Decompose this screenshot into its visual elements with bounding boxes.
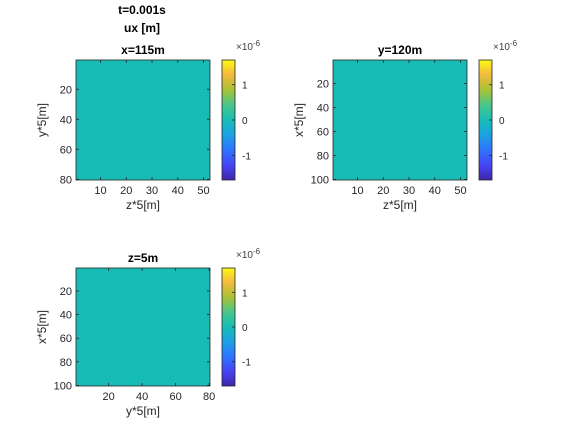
x-tick-label: 50 — [454, 185, 466, 197]
heatmap-field — [76, 60, 210, 180]
y-tick-label: 20 — [60, 84, 72, 96]
heatmap-field — [76, 268, 210, 386]
y-tick-label: 80 — [60, 174, 72, 186]
colorbar-gradient — [222, 60, 235, 180]
y-tick-label: 40 — [60, 310, 72, 322]
y-tick-label: 100 — [311, 174, 329, 186]
x-tick-label: 80 — [203, 391, 215, 403]
colorbar-exponent: ×10-6 — [236, 39, 261, 53]
x-tick-label: 10 — [94, 185, 106, 197]
x-axis-label: z*5[m] — [383, 198, 417, 212]
subplot-title: x=115m — [121, 43, 165, 57]
y-tick-label: 80 — [317, 150, 329, 162]
subplot-1: x=115m 10 20 30 40 50 20 40 60 80 z*5[m] y*5[m] -1 0 1… — [35, 39, 261, 212]
colorbar-tick-label: 1 — [499, 81, 505, 92]
x-tick-label: 20 — [120, 185, 132, 197]
colorbar-exponent-base: ×10 — [493, 42, 510, 53]
figure-title-line-1: t=0.001s — [118, 3, 166, 17]
colorbar-exponent: ×10-6 — [236, 247, 261, 261]
x-tick-label: 40 — [429, 185, 441, 197]
colorbar-tick-label: -1 — [499, 151, 508, 162]
y-tick-label: 60 — [60, 333, 72, 345]
x-tick-label: 30 — [403, 185, 415, 197]
figure-title-line-2: ux [m] — [124, 21, 160, 35]
x-tick-label: 40 — [172, 185, 184, 197]
y-axis-label: x*5[m] — [35, 310, 49, 344]
y-tick-label: 20 — [317, 78, 329, 90]
axes-box — [332, 59, 468, 181]
colorbar-exponent-power: -6 — [253, 247, 261, 256]
x-axis-label: z*5[m] — [126, 198, 160, 212]
colorbar-tick-label: -1 — [242, 151, 251, 162]
colorbar-exponent-base: ×10 — [236, 42, 253, 53]
x-tick-label: 50 — [197, 185, 209, 197]
colorbar-gradient — [479, 60, 492, 180]
x-tick-label: 20 — [103, 391, 115, 403]
x-tick-label: 40 — [136, 391, 148, 403]
x-tick-label: 60 — [170, 391, 182, 403]
colorbar-exponent-base: ×10 — [236, 250, 253, 261]
y-axis-label: y*5[m] — [35, 103, 49, 137]
colorbar: -1 0 1 ×10-6 — [221, 39, 261, 181]
colorbar-gradient — [222, 268, 235, 386]
x-tick-label: 10 — [351, 185, 363, 197]
colorbar-tick-label: 0 — [242, 116, 248, 127]
x-axis-label: y*5[m] — [126, 404, 160, 418]
y-tick-label: 20 — [60, 286, 72, 298]
axes-box — [75, 59, 211, 181]
x-tick-label: 30 — [146, 185, 158, 197]
y-tick-label: 60 — [317, 126, 329, 138]
colorbar-exponent-power: -6 — [510, 39, 518, 48]
colorbar-tick-label: 1 — [242, 288, 248, 299]
figure-suptitle: t=0.001s ux [m] — [118, 3, 166, 35]
y-tick-label: 100 — [54, 380, 72, 392]
colorbar-tick-label: 0 — [242, 323, 248, 334]
axes-box — [75, 267, 211, 387]
colorbar-tick-label: 1 — [242, 81, 248, 92]
x-tick-label: 20 — [377, 185, 389, 197]
y-tick-label: 60 — [60, 144, 72, 156]
y-tick-label: 80 — [60, 357, 72, 369]
colorbar-tick-label: -1 — [242, 358, 251, 369]
colorbar: -1 0 1 ×10-6 — [221, 247, 261, 387]
colorbar-tick-label: 0 — [499, 116, 505, 127]
subplot-title: z=5m — [128, 251, 158, 265]
subplot-3: z=5m 20 40 60 80 20 40 60 80 100 y*5[m] x*5[m] -1 0 1 ×… — [35, 247, 261, 418]
y-axis-label: x*5[m] — [292, 103, 306, 137]
y-tick-label: 40 — [60, 114, 72, 126]
y-tick-label: 40 — [317, 102, 329, 114]
colorbar: -1 0 1 ×10-6 — [478, 39, 518, 181]
colorbar-exponent: ×10-6 — [493, 39, 518, 53]
heatmap-field — [333, 60, 467, 180]
colorbar-exponent-power: -6 — [253, 39, 261, 48]
subplot-title: y=120m — [378, 43, 422, 57]
